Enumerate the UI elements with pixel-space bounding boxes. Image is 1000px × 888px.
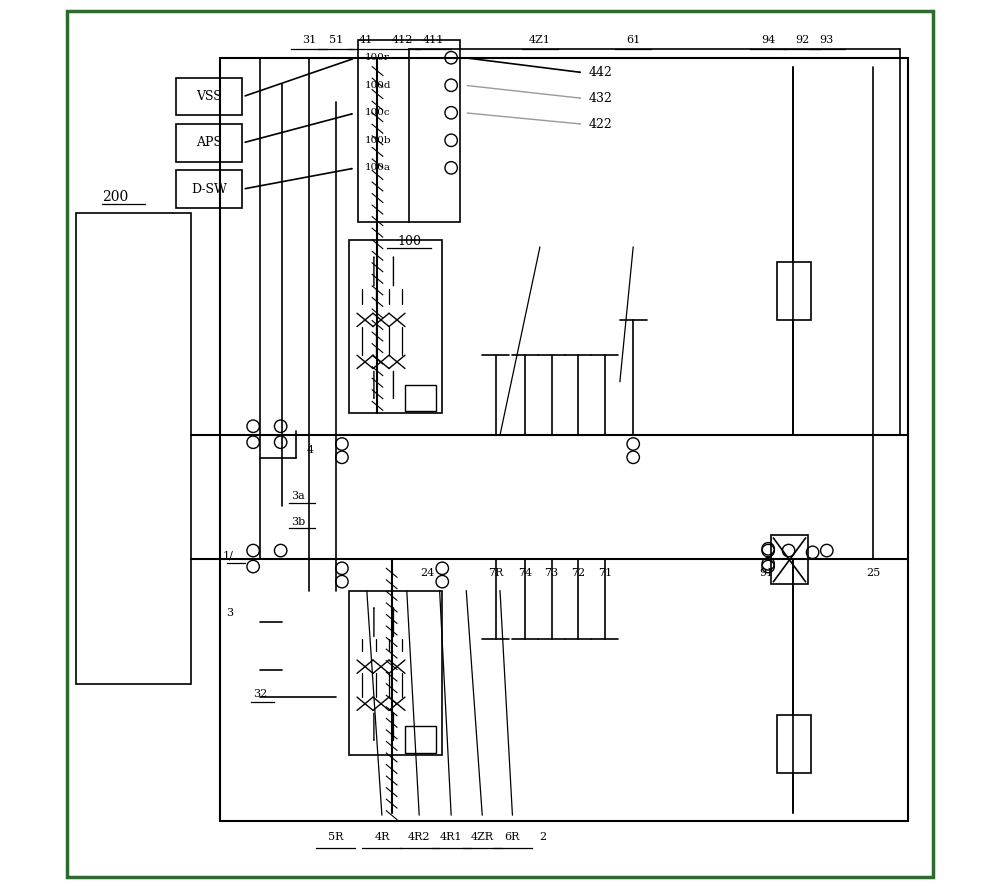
- Text: 4ZR: 4ZR: [471, 832, 494, 843]
- Bar: [349, 591, 442, 755]
- Text: 200: 200: [102, 190, 128, 204]
- Bar: [220, 58, 908, 821]
- Text: 100a: 100a: [365, 163, 391, 172]
- Bar: [777, 262, 811, 320]
- Text: 71: 71: [598, 567, 612, 578]
- Text: 7R: 7R: [488, 567, 503, 578]
- Bar: [176, 124, 242, 162]
- Text: 100r: 100r: [365, 53, 390, 62]
- Bar: [358, 40, 460, 222]
- Bar: [405, 726, 436, 753]
- Text: 91: 91: [759, 567, 774, 578]
- Text: APS: APS: [196, 137, 222, 149]
- Text: 432: 432: [589, 92, 613, 105]
- Text: 4: 4: [306, 445, 314, 456]
- Text: 5R: 5R: [328, 832, 343, 843]
- Text: 4Z1: 4Z1: [529, 35, 551, 45]
- Text: 2: 2: [539, 832, 546, 843]
- Text: 32: 32: [253, 689, 267, 700]
- Text: 6R: 6R: [505, 832, 520, 843]
- Bar: [176, 170, 242, 208]
- Text: 92: 92: [795, 35, 809, 45]
- Text: 31: 31: [302, 35, 316, 45]
- Text: 4R2: 4R2: [408, 832, 430, 843]
- Bar: [405, 385, 436, 411]
- Text: 3b: 3b: [291, 517, 306, 527]
- Text: 94: 94: [761, 35, 775, 45]
- Text: 4R: 4R: [374, 832, 390, 843]
- Text: 422: 422: [589, 118, 613, 131]
- Bar: [777, 715, 811, 773]
- Text: 51: 51: [329, 35, 343, 45]
- Text: 93: 93: [820, 35, 834, 45]
- Text: 73: 73: [544, 567, 559, 578]
- Text: 4R1: 4R1: [440, 832, 462, 843]
- Bar: [349, 240, 442, 413]
- Text: VSS: VSS: [196, 91, 222, 103]
- Bar: [176, 78, 242, 115]
- Bar: [771, 535, 808, 584]
- Text: 24: 24: [420, 567, 434, 578]
- Text: 72: 72: [571, 567, 585, 578]
- Text: 100: 100: [397, 235, 421, 248]
- Text: 100d: 100d: [365, 81, 392, 90]
- Text: D-SW: D-SW: [191, 183, 227, 195]
- Text: 25: 25: [866, 567, 880, 578]
- Text: 74: 74: [518, 567, 532, 578]
- Text: 1/: 1/: [223, 551, 234, 561]
- Text: 3: 3: [226, 607, 234, 618]
- Bar: [76, 213, 191, 684]
- Text: 442: 442: [589, 67, 613, 79]
- Text: 100c: 100c: [365, 108, 391, 117]
- Text: 100b: 100b: [365, 136, 392, 145]
- Text: 3a: 3a: [291, 491, 305, 502]
- Text: 41: 41: [359, 35, 373, 45]
- Text: 411: 411: [423, 35, 444, 45]
- Text: 61: 61: [626, 35, 640, 45]
- Text: 412: 412: [392, 35, 413, 45]
